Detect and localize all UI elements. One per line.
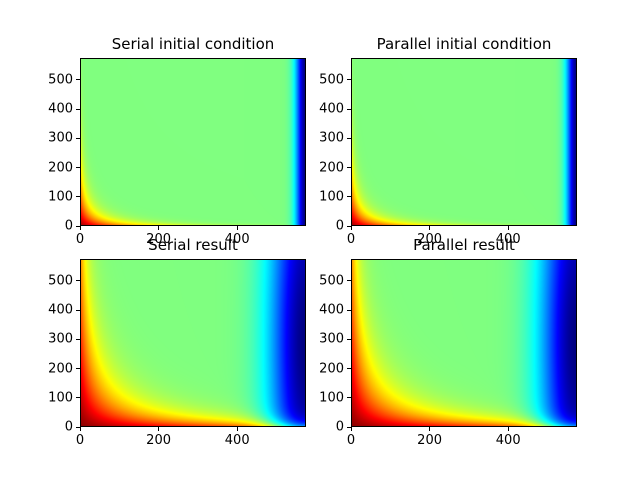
y-tick-label: 300: [48, 130, 73, 146]
y-tick-label: 200: [319, 361, 344, 377]
y-tick-mark: [76, 196, 80, 198]
heatmap-canvas: [351, 259, 577, 427]
panel-title: Parallel result: [413, 236, 515, 254]
y-tick-mark: [76, 368, 80, 370]
x-tick-label: 400: [495, 232, 521, 247]
y-tick-mark: [76, 225, 80, 227]
y-tick-mark: [76, 338, 80, 340]
y-tick-label: 0: [64, 419, 73, 435]
heatmap-image: [351, 58, 577, 226]
y-tick-label: 500: [48, 72, 73, 88]
x-tick-label: 400: [224, 232, 250, 247]
y-tick-mark: [347, 196, 351, 198]
x-tick-mark: [79, 427, 81, 431]
x-tick-mark: [429, 427, 431, 431]
y-tick-mark: [76, 397, 80, 399]
y-tick-label: 100: [319, 189, 344, 205]
y-tick-mark: [347, 309, 351, 311]
heatmap-canvas: [351, 58, 577, 226]
panel-title: Parallel initial condition: [376, 35, 552, 53]
panel-title: Serial initial condition: [111, 35, 275, 53]
heatmap-canvas: [80, 259, 306, 427]
x-tick-label: 0: [346, 433, 356, 448]
y-tick-label: 200: [48, 160, 73, 176]
y-tick-mark: [347, 368, 351, 370]
x-tick-label: 200: [146, 232, 172, 247]
x-tick-mark: [158, 427, 160, 431]
heatmap-image: [80, 259, 306, 427]
y-tick-mark: [347, 225, 351, 227]
y-tick-mark: [76, 309, 80, 311]
x-tick-mark: [350, 427, 352, 431]
y-tick-mark: [347, 137, 351, 139]
heatmap-image: [351, 259, 577, 427]
y-tick-label: 0: [64, 218, 73, 234]
x-tick-label: 0: [75, 232, 85, 247]
y-tick-mark: [347, 79, 351, 81]
y-tick-label: 300: [319, 331, 344, 347]
x-tick-mark: [236, 226, 238, 230]
y-tick-label: 200: [319, 160, 344, 176]
y-tick-mark: [76, 108, 80, 110]
y-tick-mark: [347, 167, 351, 169]
x-tick-mark: [158, 226, 160, 230]
y-tick-mark: [347, 426, 351, 428]
x-tick-label: 400: [224, 433, 250, 448]
y-tick-label: 100: [319, 390, 344, 406]
x-tick-mark: [429, 226, 431, 230]
y-tick-mark: [76, 137, 80, 139]
x-tick-label: 200: [146, 433, 172, 448]
y-tick-mark: [347, 280, 351, 282]
x-tick-label: 0: [346, 232, 356, 247]
x-tick-mark: [79, 226, 81, 230]
x-tick-mark: [236, 427, 238, 431]
x-tick-label: 200: [417, 433, 443, 448]
x-tick-mark: [507, 427, 509, 431]
y-tick-label: 300: [48, 331, 73, 347]
y-tick-mark: [76, 167, 80, 169]
y-tick-label: 400: [319, 101, 344, 117]
y-tick-label: 500: [319, 72, 344, 88]
y-tick-label: 200: [48, 361, 73, 377]
y-tick-mark: [76, 280, 80, 282]
y-tick-mark: [76, 79, 80, 81]
heatmap-image: [80, 58, 306, 226]
y-tick-label: 400: [48, 302, 73, 318]
y-tick-mark: [76, 426, 80, 428]
y-tick-label: 500: [48, 273, 73, 289]
x-tick-label: 0: [75, 433, 85, 448]
y-tick-label: 100: [48, 390, 73, 406]
heatmap-canvas: [80, 58, 306, 226]
y-tick-mark: [347, 338, 351, 340]
y-tick-label: 400: [48, 101, 73, 117]
x-tick-mark: [350, 226, 352, 230]
y-tick-mark: [347, 397, 351, 399]
y-tick-label: 0: [335, 218, 344, 234]
y-tick-label: 100: [48, 189, 73, 205]
y-tick-label: 400: [319, 302, 344, 318]
x-tick-mark: [507, 226, 509, 230]
y-tick-label: 500: [319, 273, 344, 289]
panel-title: Serial result: [148, 236, 238, 254]
y-tick-label: 0: [335, 419, 344, 435]
y-tick-mark: [347, 108, 351, 110]
x-tick-label: 200: [417, 232, 443, 247]
y-tick-label: 300: [319, 130, 344, 146]
x-tick-label: 400: [495, 433, 521, 448]
